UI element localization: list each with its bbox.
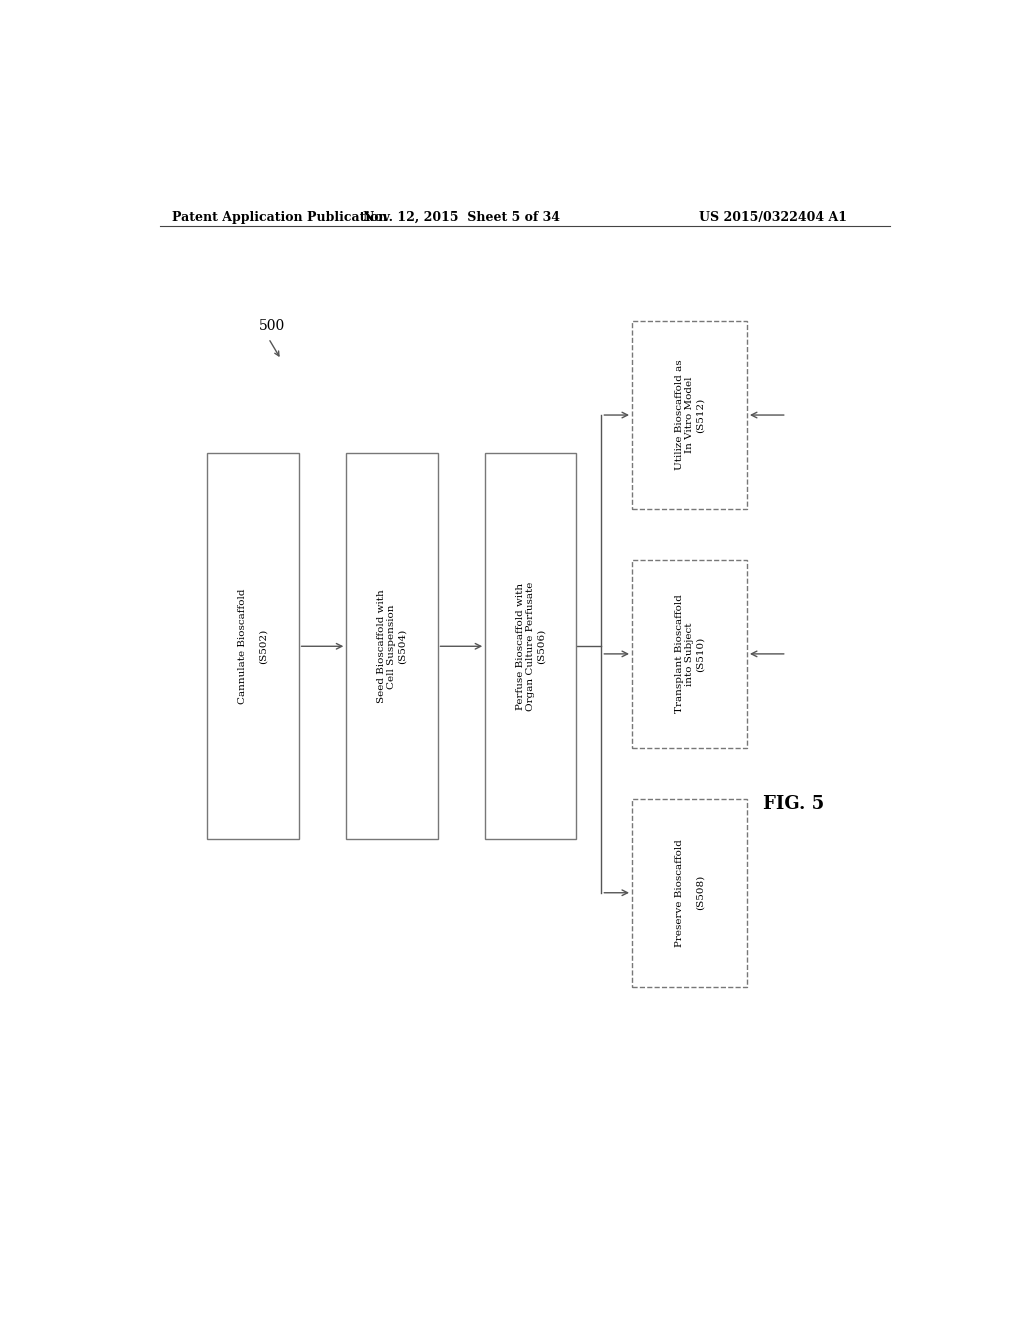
FancyBboxPatch shape bbox=[346, 453, 437, 840]
Text: 500: 500 bbox=[259, 319, 286, 333]
Text: Perfuse Bioscaffold with
Organ Culture Perfusate
(S506): Perfuse Bioscaffold with Organ Culture P… bbox=[516, 582, 546, 711]
Text: FIG. 5: FIG. 5 bbox=[763, 795, 824, 813]
FancyBboxPatch shape bbox=[207, 453, 299, 840]
Text: Transplant Bioscaffold
into Subject
(S510): Transplant Bioscaffold into Subject (S51… bbox=[675, 594, 705, 713]
FancyBboxPatch shape bbox=[632, 321, 748, 510]
FancyBboxPatch shape bbox=[632, 799, 748, 987]
FancyBboxPatch shape bbox=[632, 560, 748, 748]
Text: US 2015/0322404 A1: US 2015/0322404 A1 bbox=[699, 211, 848, 224]
Text: Preserve Bioscaffold

(S508): Preserve Bioscaffold (S508) bbox=[675, 838, 705, 946]
Text: Patent Application Publication: Patent Application Publication bbox=[172, 211, 387, 224]
Text: Nov. 12, 2015  Sheet 5 of 34: Nov. 12, 2015 Sheet 5 of 34 bbox=[362, 211, 560, 224]
Text: Cannulate Bioscaffold

(S502): Cannulate Bioscaffold (S502) bbox=[239, 589, 268, 704]
Text: Utilize Bioscaffold as
In Vitro Model
(S512): Utilize Bioscaffold as In Vitro Model (S… bbox=[675, 360, 705, 470]
FancyBboxPatch shape bbox=[485, 453, 577, 840]
Text: Seed Bioscaffold with
Cell Suspension
(S504): Seed Bioscaffold with Cell Suspension (S… bbox=[377, 590, 407, 704]
